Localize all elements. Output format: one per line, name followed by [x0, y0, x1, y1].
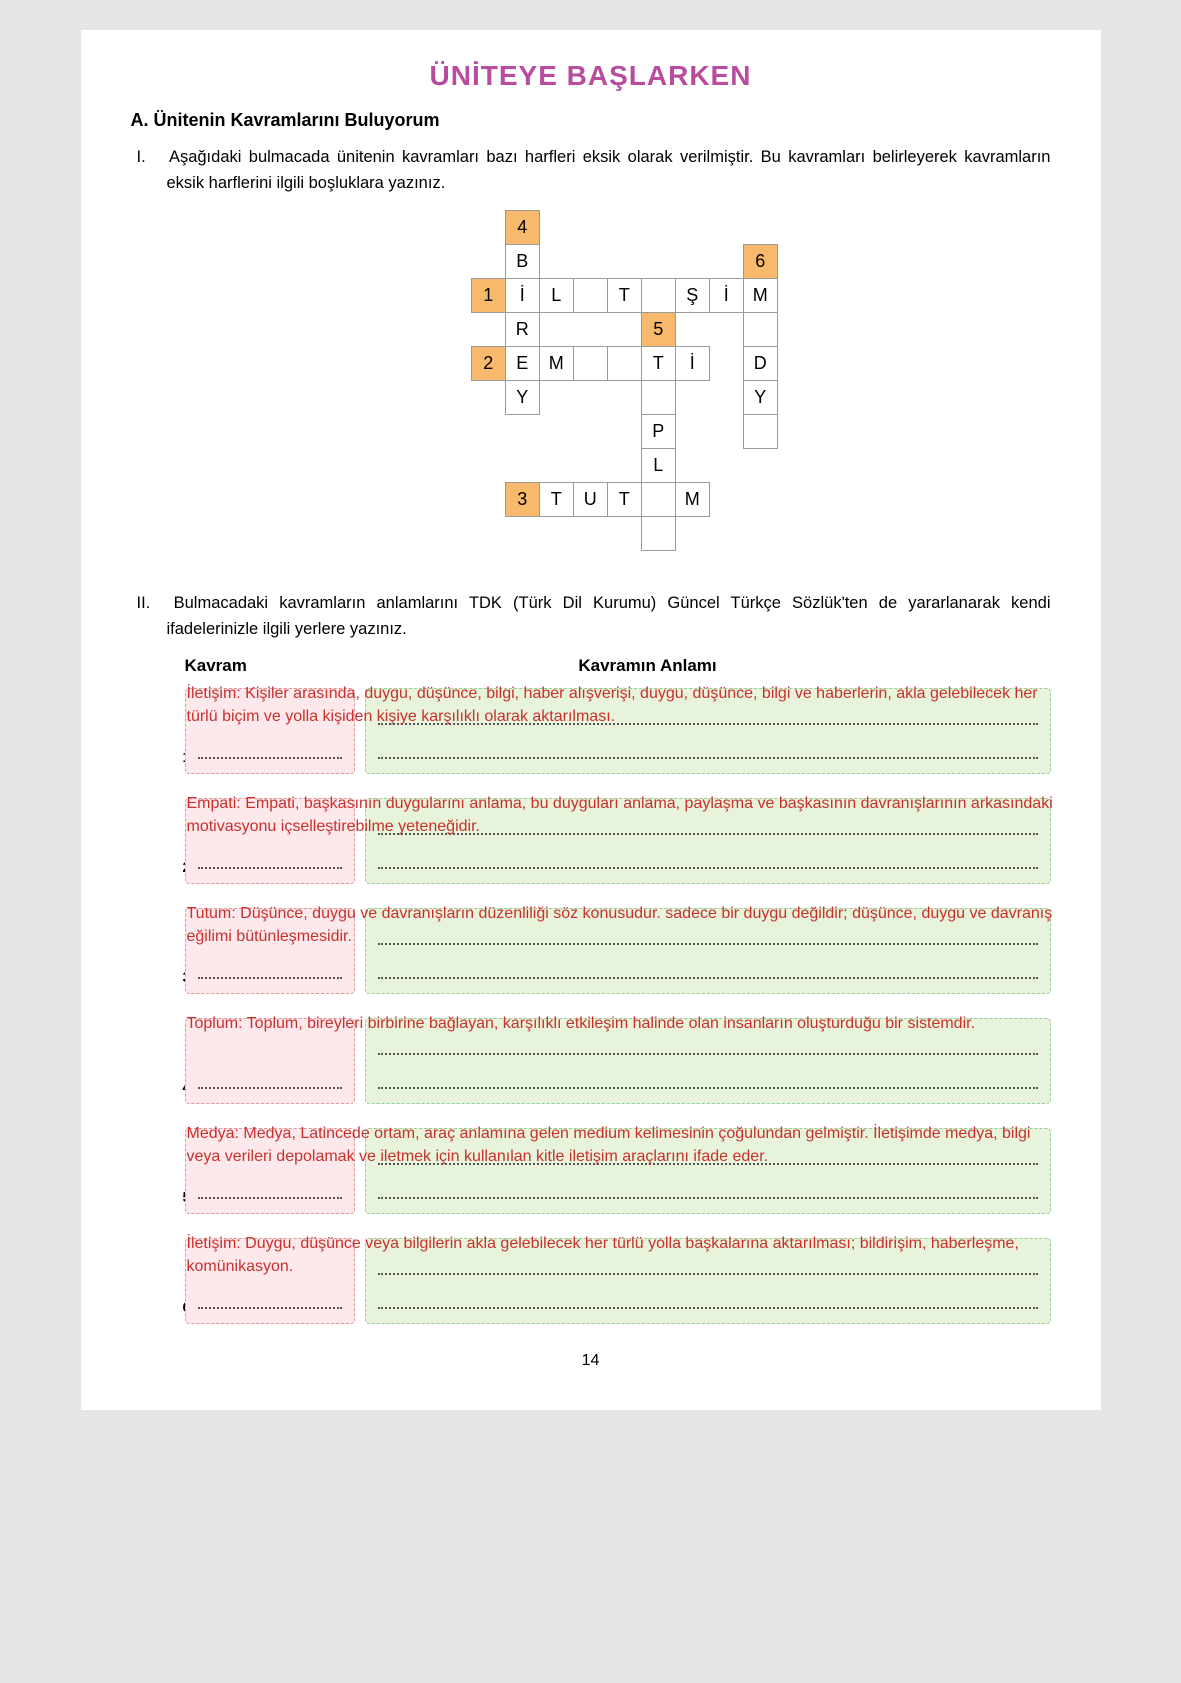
page-number: 14 — [131, 1352, 1051, 1370]
instruction-1-text: Aşağıdaki bulmacada ünitenin kavramları … — [167, 148, 1051, 192]
answer-overlay: Medya: Medya, Latincede ortam, araç anla… — [181, 1122, 1061, 1168]
definition-row: Empati: Empati, başkasının duygularını a… — [185, 798, 1051, 884]
cw-cell[interactable]: İ — [505, 279, 539, 313]
cw-cell[interactable]: Y — [743, 381, 777, 415]
instruction-1: I. Aşağıdaki bulmacada ünitenin kavramla… — [167, 145, 1051, 196]
cw-cell[interactable] — [607, 347, 641, 381]
definition-row: Medya: Medya, Latincede ortam, araç anla… — [185, 1128, 1051, 1214]
roman-2: II. — [137, 591, 163, 617]
page-title: ÜNİTEYE BAŞLARKEN — [131, 60, 1051, 92]
definitions-list: İletişim: Kişiler arasında, duygu, düşün… — [131, 688, 1051, 1324]
crossword-container: 4 B 6 1 İ L T Ş İ M — [131, 210, 1051, 551]
answer-overlay: Tutum: Düşünce, duygu ve davranışların d… — [181, 902, 1061, 948]
clue-num-6: 6 — [743, 245, 777, 279]
answer-overlay: Toplum: Toplum, bireyleri birbirine bağl… — [181, 1012, 1061, 1035]
crossword-grid: 4 B 6 1 İ L T Ş İ M — [403, 210, 778, 551]
clue-num-1: 1 — [471, 279, 505, 313]
cw-cell[interactable] — [573, 347, 607, 381]
cw-cell[interactable]: M — [539, 347, 573, 381]
cw-cell[interactable]: L — [641, 449, 675, 483]
cw-cell[interactable]: U — [573, 483, 607, 517]
cw-cell[interactable]: B — [505, 245, 539, 279]
cw-cell[interactable]: M — [675, 483, 709, 517]
definition-row: İletişim: Duygu, düşünce veya bilgilerin… — [185, 1238, 1051, 1324]
instruction-2: II. Bulmacadaki kavramların anlamlarını … — [167, 591, 1051, 642]
cw-cell[interactable] — [641, 381, 675, 415]
definition-row: İletişim: Kişiler arasında, duygu, düşün… — [185, 688, 1051, 774]
cw-cell[interactable]: M — [743, 279, 777, 313]
clue-num-2: 2 — [471, 347, 505, 381]
clue-num-5: 5 — [641, 313, 675, 347]
instruction-2-text: Bulmacadaki kavramların anlamlarını TDK … — [167, 594, 1051, 638]
cw-cell[interactable]: L — [539, 279, 573, 313]
cw-cell[interactable]: D — [743, 347, 777, 381]
cw-cell[interactable]: T — [539, 483, 573, 517]
cw-cell[interactable]: Ş — [675, 279, 709, 313]
definition-row: Toplum: Toplum, bireyleri birbirine bağl… — [185, 1018, 1051, 1104]
answer-overlay: İletişim: Kişiler arasında, duygu, düşün… — [181, 682, 1061, 728]
answer-overlay: Empati: Empati, başkasının duygularını a… — [181, 792, 1061, 838]
roman-1: I. — [137, 145, 163, 171]
cw-cell[interactable]: R — [505, 313, 539, 347]
worksheet-page: ÜNİTEYE BAŞLARKEN A. Ünitenin Kavramları… — [81, 30, 1101, 1410]
cw-cell[interactable] — [641, 279, 675, 313]
cw-cell[interactable]: T — [641, 347, 675, 381]
cw-cell[interactable]: İ — [675, 347, 709, 381]
header-kavram: Kavram — [185, 656, 365, 676]
cw-cell[interactable]: P — [641, 415, 675, 449]
column-headers: Kavram Kavramın Anlamı — [185, 656, 1051, 676]
cw-cell[interactable] — [641, 517, 675, 551]
answer-overlay: İletişim: Duygu, düşünce veya bilgilerin… — [181, 1232, 1061, 1278]
clue-num-4: 4 — [505, 211, 539, 245]
clue-num-3: 3 — [505, 483, 539, 517]
cw-cell[interactable] — [743, 313, 777, 347]
section-a-heading: A. Ünitenin Kavramlarını Buluyorum — [131, 110, 1051, 131]
cw-cell[interactable]: T — [607, 483, 641, 517]
definition-row: Tutum: Düşünce, duygu ve davranışların d… — [185, 908, 1051, 994]
cw-cell[interactable] — [573, 279, 607, 313]
cw-cell[interactable] — [743, 415, 777, 449]
cw-cell[interactable]: E — [505, 347, 539, 381]
cw-cell[interactable]: T — [607, 279, 641, 313]
header-anlam: Kavramın Anlamı — [365, 656, 1051, 676]
cw-cell[interactable]: İ — [709, 279, 743, 313]
cw-cell[interactable] — [641, 483, 675, 517]
cw-cell[interactable]: Y — [505, 381, 539, 415]
